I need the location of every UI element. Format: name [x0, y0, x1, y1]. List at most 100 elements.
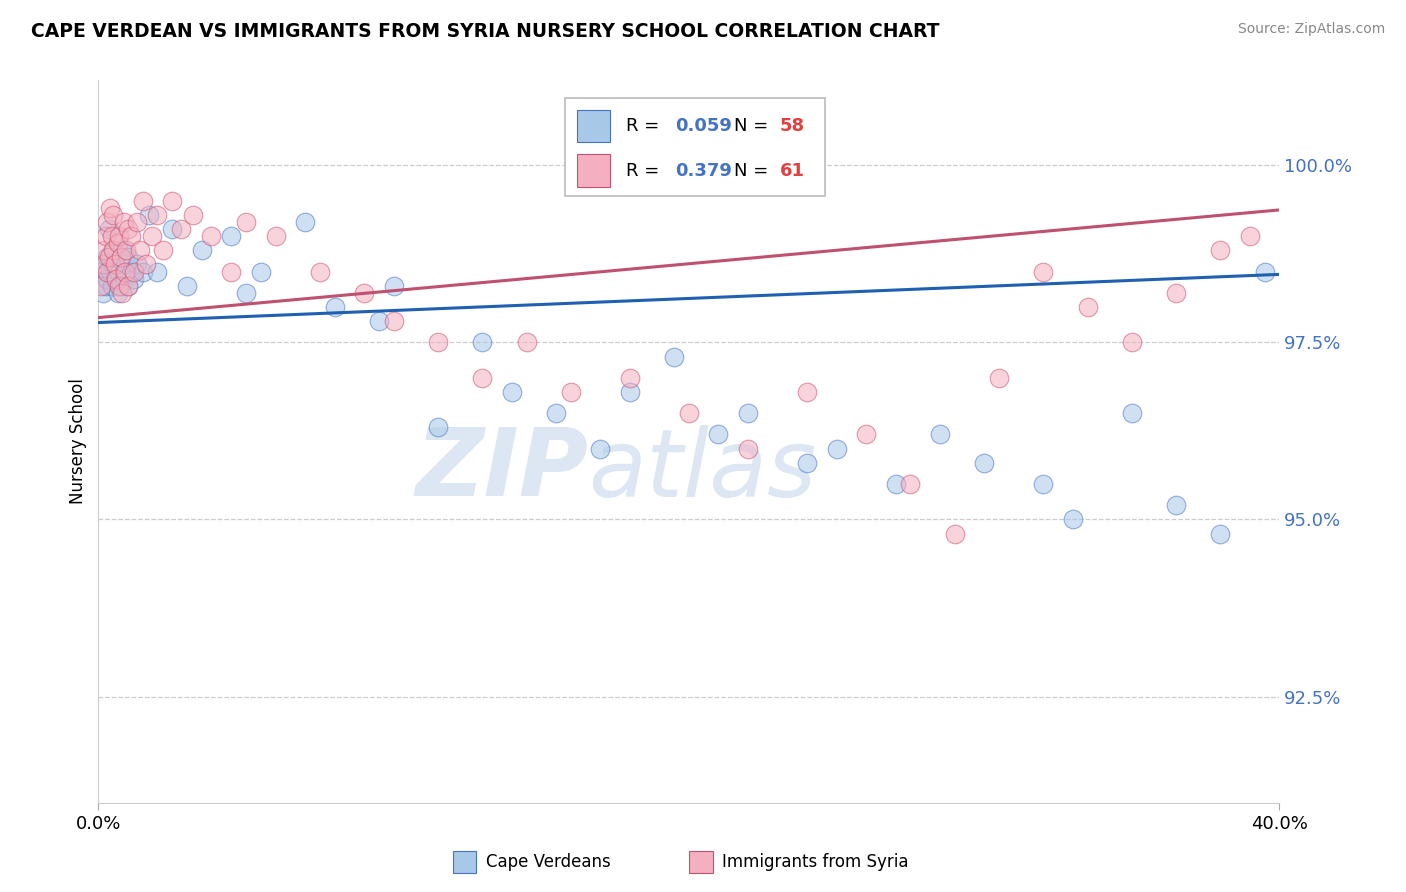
Point — [707, 427, 730, 442]
Point — [110, 278, 132, 293]
Text: R =: R = — [626, 161, 665, 179]
Point — [96, 251, 118, 265]
Point — [235, 285, 257, 300]
Point — [664, 350, 686, 364]
Point — [115, 257, 138, 271]
Point — [796, 456, 818, 470]
Point — [471, 335, 494, 350]
Point — [128, 244, 150, 258]
Point — [1166, 498, 1188, 512]
Point — [471, 371, 494, 385]
Point — [112, 264, 135, 278]
Point — [191, 244, 214, 258]
Point — [176, 278, 198, 293]
Point — [91, 285, 114, 300]
Point — [737, 406, 759, 420]
Point — [678, 406, 700, 420]
Point — [619, 371, 641, 385]
Point — [97, 222, 120, 236]
Point — [111, 285, 134, 300]
Point — [988, 371, 1011, 385]
Point — [103, 244, 125, 258]
Point — [1121, 335, 1143, 350]
Point — [107, 285, 129, 300]
Point — [103, 257, 125, 271]
Point — [146, 264, 169, 278]
Point — [1077, 300, 1099, 314]
Text: Source: ZipAtlas.com: Source: ZipAtlas.com — [1237, 22, 1385, 37]
Text: 58: 58 — [780, 117, 806, 135]
Point — [125, 257, 148, 271]
Point — [929, 427, 952, 442]
Point — [122, 271, 145, 285]
Point — [100, 229, 122, 244]
Point — [619, 384, 641, 399]
Point — [94, 278, 117, 293]
Point — [825, 442, 848, 456]
Point — [516, 335, 538, 350]
Point — [1062, 512, 1084, 526]
Text: N =: N = — [734, 117, 773, 135]
Point — [235, 215, 257, 229]
Point — [309, 264, 332, 278]
FancyBboxPatch shape — [576, 110, 610, 142]
Point — [120, 229, 142, 244]
Point — [152, 244, 174, 258]
Point — [105, 257, 128, 271]
Point — [264, 229, 287, 244]
Point — [117, 251, 139, 265]
Point — [91, 257, 114, 271]
Point — [107, 236, 129, 251]
Point — [162, 194, 183, 208]
Point — [146, 208, 169, 222]
Point — [294, 215, 316, 229]
Point — [96, 271, 118, 285]
Point — [796, 384, 818, 399]
Point — [132, 264, 155, 278]
Point — [1032, 477, 1054, 491]
Point — [973, 456, 995, 470]
Point — [117, 278, 139, 293]
Point — [103, 244, 125, 258]
Point — [110, 251, 132, 265]
Point — [108, 278, 131, 293]
Point — [125, 215, 148, 229]
Point — [1032, 264, 1054, 278]
Point — [96, 215, 118, 229]
Text: Cape Verdeans: Cape Verdeans — [486, 853, 610, 871]
Point — [135, 257, 157, 271]
Point — [200, 229, 222, 244]
Text: Immigrants from Syria: Immigrants from Syria — [723, 853, 908, 871]
Point — [900, 477, 922, 491]
Point — [90, 278, 112, 293]
Point — [323, 300, 346, 314]
Point — [90, 264, 112, 278]
Point — [1239, 229, 1261, 244]
Point — [141, 229, 163, 244]
FancyBboxPatch shape — [565, 98, 825, 196]
Point — [170, 222, 193, 236]
Point — [1166, 285, 1188, 300]
Text: R =: R = — [626, 117, 665, 135]
Text: 0.059: 0.059 — [675, 117, 731, 135]
Point — [589, 442, 612, 456]
Point — [98, 264, 121, 278]
FancyBboxPatch shape — [576, 154, 610, 186]
Point — [94, 229, 117, 244]
Point — [120, 264, 142, 278]
Point — [181, 208, 204, 222]
Point — [138, 208, 160, 222]
Point — [382, 314, 405, 328]
Y-axis label: Nursery School: Nursery School — [69, 378, 87, 505]
Point — [368, 314, 391, 328]
Text: 0.379: 0.379 — [675, 161, 731, 179]
Point — [93, 244, 115, 258]
Text: CAPE VERDEAN VS IMMIGRANTS FROM SYRIA NURSERY SCHOOL CORRELATION CHART: CAPE VERDEAN VS IMMIGRANTS FROM SYRIA NU… — [31, 22, 939, 41]
Point — [1284, 264, 1306, 278]
Point — [108, 264, 131, 278]
Point — [353, 285, 375, 300]
Text: N =: N = — [734, 161, 773, 179]
Point — [104, 271, 127, 285]
FancyBboxPatch shape — [689, 851, 713, 873]
Point — [501, 384, 523, 399]
